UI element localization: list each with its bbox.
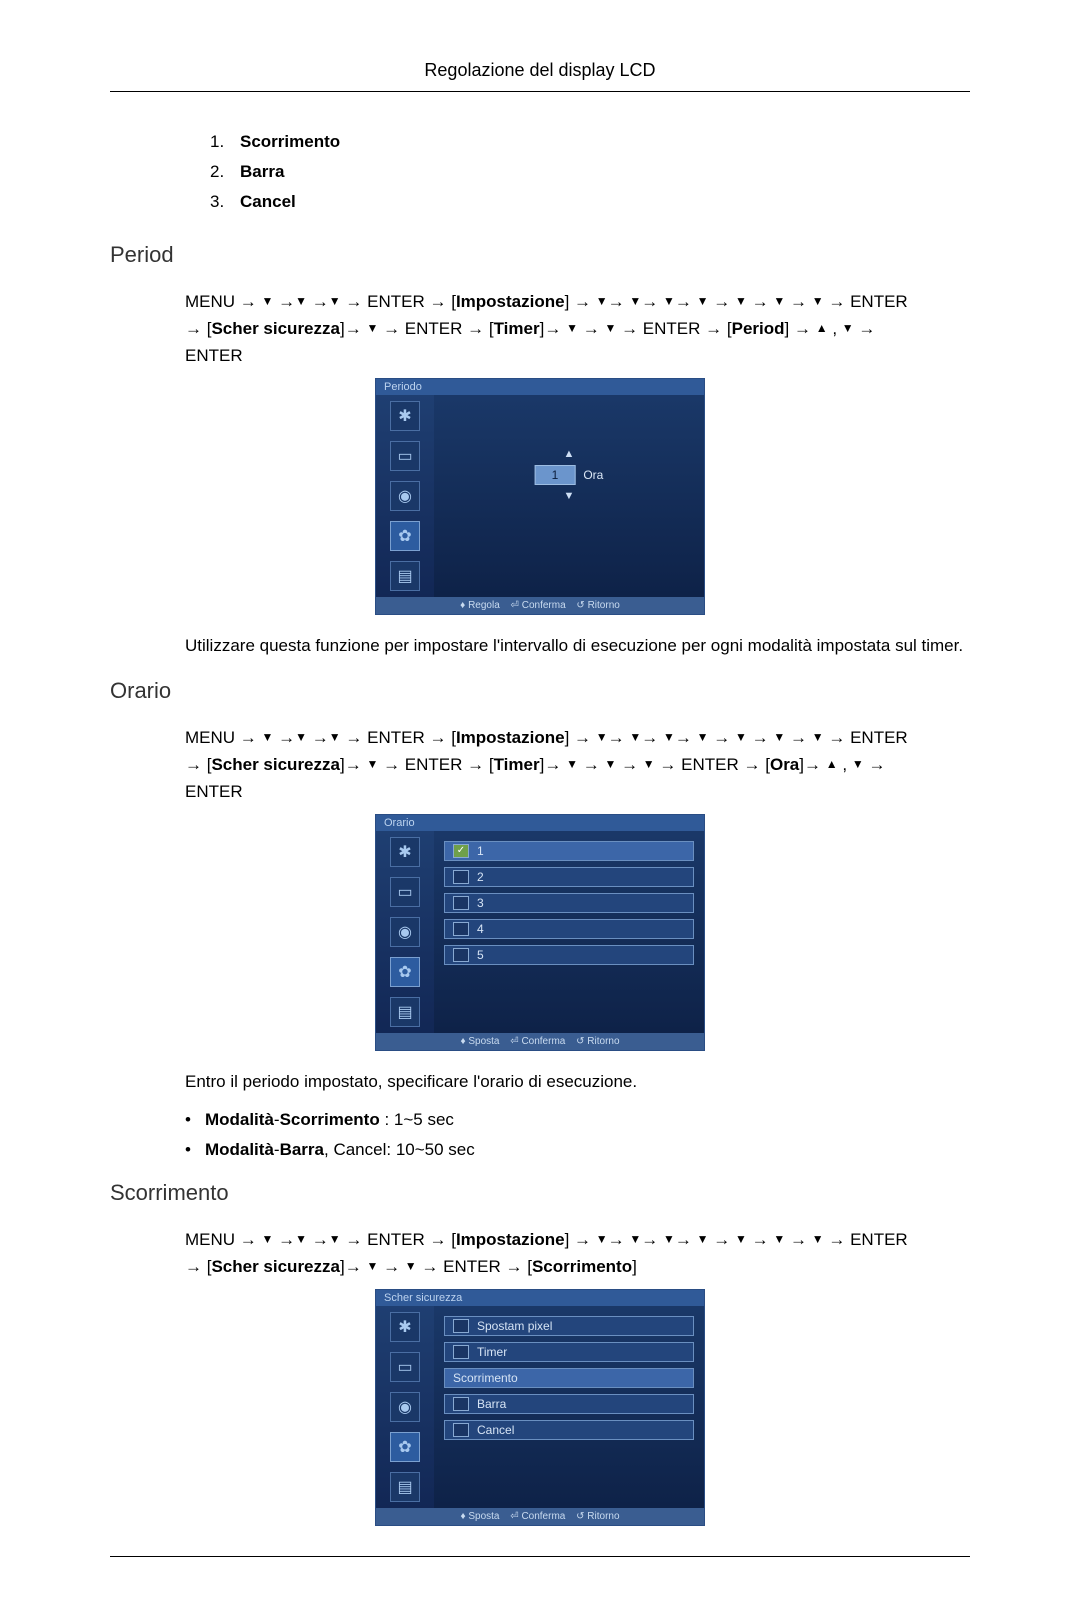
- picture-icon[interactable]: ✱: [390, 837, 420, 867]
- setup-icon[interactable]: ✿: [390, 957, 420, 987]
- box-icon: [453, 1423, 469, 1437]
- check-icon: [453, 870, 469, 884]
- picture-icon[interactable]: ✱: [390, 401, 420, 431]
- osd-title: Scher sicurezza: [376, 1290, 704, 1306]
- multi-icon[interactable]: ▤: [390, 997, 420, 1027]
- orario-row-2[interactable]: 2: [444, 867, 694, 887]
- osd-panel-orario: Orario ✱ ▭ ◉ ✿ ▤ ✓1 2 3 4 5 ♦ Sposta ⏎ C…: [375, 814, 705, 1051]
- intro-item-2: 2. Barra: [210, 162, 970, 182]
- orario-row-4[interactable]: 4: [444, 919, 694, 939]
- sound-icon[interactable]: ◉: [390, 481, 420, 511]
- orario-row-3[interactable]: 3: [444, 893, 694, 913]
- osd-sidebar: ✱ ▭ ◉ ✿ ▤: [376, 395, 434, 597]
- osd-footer: ♦ Regola ⏎ Conferma ↺ Ritorno: [376, 597, 704, 614]
- menu-row-barra[interactable]: Barra: [444, 1394, 694, 1414]
- input-icon[interactable]: ▭: [390, 441, 420, 471]
- check-icon: [453, 948, 469, 962]
- intro-item-label: Barra: [240, 162, 284, 182]
- picture-icon[interactable]: ✱: [390, 1312, 420, 1342]
- intro-item-num: 2.: [210, 162, 240, 182]
- input-icon[interactable]: ▭: [390, 877, 420, 907]
- bullet-item: • Modalità-Scorrimento : 1~5 sec: [185, 1110, 970, 1130]
- setup-icon[interactable]: ✿: [390, 521, 420, 551]
- input-icon[interactable]: ▭: [390, 1352, 420, 1382]
- menu-key: MENU: [185, 292, 235, 311]
- menu-row-cancel[interactable]: Cancel: [444, 1420, 694, 1440]
- spinner-unit: Ora: [583, 468, 603, 482]
- orario-row-1[interactable]: ✓1: [444, 841, 694, 861]
- intro-item-label: Scorrimento: [240, 132, 340, 152]
- osd-sidebar: ✱ ▭ ◉ ✿ ▤: [376, 1306, 434, 1508]
- intro-item-3: 3. Cancel: [210, 192, 970, 212]
- period-spinner[interactable]: ▲ 1 Ora ▼: [535, 448, 604, 502]
- box-icon: [453, 1345, 469, 1359]
- intro-ordered-list: 1. Scorrimento 2. Barra 3. Cancel: [210, 132, 970, 212]
- check-icon: [453, 896, 469, 910]
- nav-path-scorrimento: MENU → ▼ →▼ →▼ → ENTER → [Impostazione] …: [185, 1226, 970, 1280]
- page-header: Regolazione del display LCD: [110, 60, 970, 92]
- osd-panel-scorrimento: Scher sicurezza ✱ ▭ ◉ ✿ ▤ Spostam pixel …: [375, 1289, 705, 1526]
- intro-item-label: Cancel: [240, 192, 296, 212]
- orario-description: Entro il periodo impostato, specificare …: [185, 1069, 970, 1095]
- osd-sidebar: ✱ ▭ ◉ ✿ ▤: [376, 831, 434, 1033]
- down-arrow-icon[interactable]: ▼: [535, 490, 604, 502]
- intro-item-num: 1.: [210, 132, 240, 152]
- check-icon: ✓: [453, 844, 469, 858]
- up-arrow-icon[interactable]: ▲: [535, 448, 604, 460]
- osd-panel-period: Periodo ✱ ▭ ◉ ✿ ▤ ▲ 1 Ora ▼: [375, 378, 705, 615]
- orario-row-5[interactable]: 5: [444, 945, 694, 965]
- orario-bullets: • Modalità-Scorrimento : 1~5 sec • Modal…: [185, 1110, 970, 1160]
- period-description: Utilizzare questa funzione per impostare…: [185, 633, 970, 659]
- nav-path-orario: MENU → ▼ →▼ →▼ → ENTER → [Impostazione] …: [185, 724, 970, 806]
- check-icon: [453, 922, 469, 936]
- osd-title: Periodo: [376, 379, 704, 395]
- intro-item-num: 3.: [210, 192, 240, 212]
- bullet-item: • Modalità-Barra, Cancel: 10~50 sec: [185, 1140, 970, 1160]
- intro-item-1: 1. Scorrimento: [210, 132, 970, 152]
- spinner-value: 1: [535, 465, 576, 485]
- sound-icon[interactable]: ◉: [390, 917, 420, 947]
- footer-rule: [110, 1556, 970, 1557]
- sound-icon[interactable]: ◉: [390, 1392, 420, 1422]
- osd-footer: ♦ Sposta ⏎ Conferma ↺ Ritorno: [376, 1033, 704, 1050]
- nav-path-period: MENU → ▼ →▼ →▼ → ENTER → [Impostazione] …: [185, 288, 970, 370]
- setup-icon[interactable]: ✿: [390, 1432, 420, 1462]
- menu-row-timer[interactable]: Timer: [444, 1342, 694, 1362]
- multi-icon[interactable]: ▤: [390, 1472, 420, 1502]
- section-heading-orario: Orario: [110, 678, 970, 704]
- menu-row-scorrimento[interactable]: Scorrimento: [444, 1368, 694, 1388]
- osd-title: Orario: [376, 815, 704, 831]
- box-icon: [453, 1397, 469, 1411]
- section-heading-scorrimento: Scorrimento: [110, 1180, 970, 1206]
- multi-icon[interactable]: ▤: [390, 561, 420, 591]
- section-heading-period: Period: [110, 242, 970, 268]
- box-icon: [453, 1319, 469, 1333]
- menu-row-spostam[interactable]: Spostam pixel: [444, 1316, 694, 1336]
- osd-footer: ♦ Sposta ⏎ Conferma ↺ Ritorno: [376, 1508, 704, 1525]
